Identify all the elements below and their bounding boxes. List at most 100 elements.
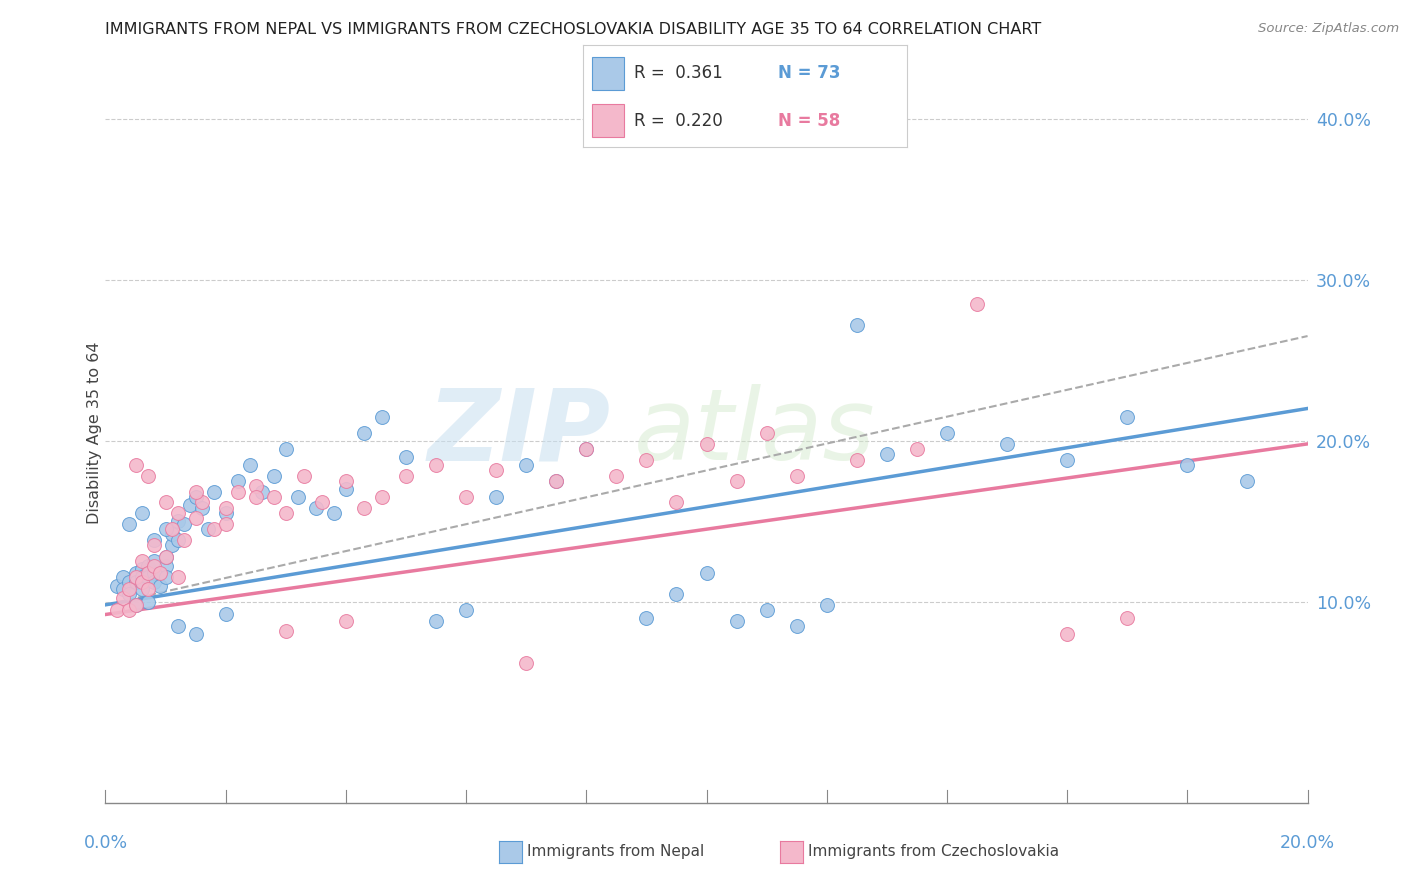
Point <box>214 517 236 532</box>
Point <box>239 458 262 472</box>
Point <box>160 522 183 536</box>
Point <box>112 582 135 596</box>
Point <box>155 570 177 584</box>
Point <box>124 570 146 584</box>
Point <box>202 522 225 536</box>
Point <box>131 562 153 576</box>
Point <box>995 437 1018 451</box>
Point <box>155 522 177 536</box>
Point <box>136 582 159 596</box>
Point <box>322 506 344 520</box>
Point <box>755 602 778 616</box>
Point <box>245 479 267 493</box>
Text: ZIP: ZIP <box>427 384 610 481</box>
Point <box>636 453 658 467</box>
Point <box>1236 474 1258 488</box>
Point <box>124 598 146 612</box>
Point <box>353 501 375 516</box>
Point <box>263 469 285 483</box>
Point <box>202 485 225 500</box>
Point <box>575 442 598 456</box>
Point <box>136 570 159 584</box>
Point <box>245 490 267 504</box>
Point <box>112 591 135 606</box>
Text: R =  0.220: R = 0.220 <box>634 112 723 129</box>
Point <box>166 514 188 528</box>
Point <box>425 614 447 628</box>
Point <box>305 501 328 516</box>
Point <box>184 485 207 500</box>
Point <box>485 463 508 477</box>
Point <box>166 533 188 548</box>
Point <box>166 506 188 520</box>
Point <box>197 522 219 536</box>
Point <box>118 586 141 600</box>
Point <box>425 458 447 472</box>
Point <box>131 570 153 584</box>
Point <box>696 437 718 451</box>
Point <box>118 575 141 590</box>
Point <box>876 446 898 460</box>
Text: Source: ZipAtlas.com: Source: ZipAtlas.com <box>1258 22 1399 36</box>
Point <box>1056 453 1078 467</box>
Point <box>274 506 297 520</box>
Point <box>665 495 688 509</box>
Text: IMMIGRANTS FROM NEPAL VS IMMIGRANTS FROM CZECHOSLOVAKIA DISABILITY AGE 35 TO 64 : IMMIGRANTS FROM NEPAL VS IMMIGRANTS FROM… <box>105 22 1042 37</box>
Point <box>160 527 183 541</box>
Point <box>155 549 177 564</box>
Point <box>605 469 627 483</box>
Text: 20.0%: 20.0% <box>1279 834 1336 852</box>
Point <box>124 575 146 590</box>
Point <box>166 570 188 584</box>
Point <box>274 442 297 456</box>
Point <box>214 501 236 516</box>
Point <box>371 490 394 504</box>
Point <box>274 624 297 638</box>
Point <box>966 297 988 311</box>
Point <box>335 474 357 488</box>
Point <box>142 566 165 580</box>
Bar <box>592 57 624 90</box>
Point <box>184 490 207 504</box>
Point <box>226 474 249 488</box>
Point <box>136 566 159 580</box>
Point <box>845 318 868 332</box>
Point <box>131 582 153 596</box>
Point <box>454 602 477 616</box>
Point <box>371 409 394 424</box>
Text: Immigrants from Nepal: Immigrants from Nepal <box>527 845 704 859</box>
Point <box>107 602 129 616</box>
Point <box>546 474 568 488</box>
Point <box>936 425 959 440</box>
Point <box>136 594 159 608</box>
Text: Immigrants from Czechoslovakia: Immigrants from Czechoslovakia <box>808 845 1060 859</box>
Text: R =  0.361: R = 0.361 <box>634 64 723 82</box>
Point <box>173 533 195 548</box>
Text: atlas: atlas <box>634 384 876 481</box>
Point <box>665 586 688 600</box>
Point <box>118 517 141 532</box>
Y-axis label: Disability Age 35 to 64: Disability Age 35 to 64 <box>87 342 101 524</box>
Point <box>786 619 808 633</box>
Point <box>118 582 141 596</box>
Point <box>173 517 195 532</box>
Point <box>160 538 183 552</box>
Point <box>636 611 658 625</box>
Text: 0.0%: 0.0% <box>83 834 128 852</box>
Point <box>1056 627 1078 641</box>
Point <box>395 469 418 483</box>
Point <box>263 490 285 504</box>
Point <box>142 559 165 574</box>
Point <box>250 485 273 500</box>
Point <box>179 498 201 512</box>
Point <box>124 566 146 580</box>
Point <box>131 554 153 568</box>
Point <box>155 549 177 564</box>
Point <box>136 559 159 574</box>
Point <box>395 450 418 464</box>
Bar <box>592 104 624 137</box>
Point <box>575 442 598 456</box>
Point <box>190 501 212 516</box>
Point <box>1116 409 1139 424</box>
Point <box>148 578 170 592</box>
